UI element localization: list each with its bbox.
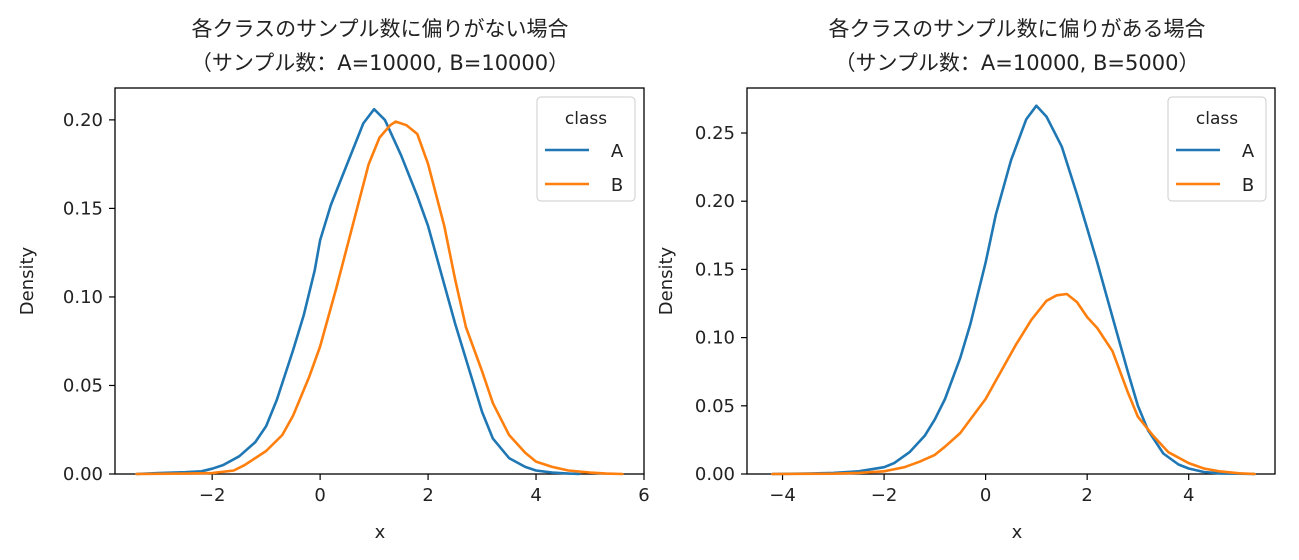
chart-panel-2: 各クラスのサンプル数に偏りがある場合 （サンプル数：A=10000, B=5000…	[656, 17, 1276, 543]
chart-subtitle: （サンプル数：A=10000, B=10000）	[191, 51, 569, 75]
chart-panel-1: 各クラスのサンプル数に偏りがない場合 （サンプル数：A=10000, B=1000…	[17, 17, 650, 543]
legend-label-a: A	[611, 141, 624, 162]
y-tick-label: 0.00	[63, 464, 103, 485]
y-tick-label: 0.25	[695, 123, 735, 144]
x-tick-label: 0	[980, 485, 991, 506]
series-line-b	[771, 292, 1256, 476]
chart-title: 各クラスのサンプル数に偏りがない場合	[192, 17, 569, 41]
x-axis-label: x	[375, 522, 386, 543]
legend-label-b: B	[1242, 175, 1254, 196]
y-tick-label: 0.15	[63, 198, 103, 219]
x-axis-label: x	[1012, 522, 1023, 543]
x-tick-label: 2	[1081, 485, 1092, 506]
y-tick-label: 0.20	[695, 191, 735, 212]
x-tick-label: 6	[638, 485, 649, 506]
x-tick-label: 4	[530, 485, 541, 506]
series-line-a	[771, 104, 1256, 476]
legend-title: class	[565, 109, 607, 129]
chart-subtitle: （サンプル数：A=10000, B=5000）	[835, 51, 1200, 75]
y-axis-label: Density	[17, 246, 38, 315]
x-tick-label: 4	[1183, 485, 1194, 506]
plot-area-frame	[746, 87, 1276, 475]
y-tick-label: 0.20	[63, 110, 103, 131]
y-tick-label: 0.10	[63, 287, 103, 308]
legend-label-b: B	[611, 175, 623, 196]
chart-title: 各クラスのサンプル数に偏りがある場合	[829, 17, 1206, 41]
x-tick-label: 2	[422, 485, 433, 506]
x-tick-label: 0	[314, 485, 325, 506]
y-tick-label: 0.10	[695, 328, 735, 349]
y-tick-label: 0.15	[695, 259, 735, 280]
y-tick-label: 0.05	[695, 396, 735, 417]
x-tick-label: −2	[871, 485, 898, 506]
legend-label-a: A	[1242, 141, 1255, 162]
y-tick-label: 0.00	[695, 464, 735, 485]
series-line-b	[135, 120, 624, 476]
y-tick-label: 0.05	[63, 375, 103, 396]
series-line-a	[135, 107, 581, 476]
x-tick-label: −2	[199, 485, 226, 506]
x-tick-label: −4	[769, 485, 796, 506]
plot-area-frame	[114, 87, 645, 475]
legend-title: class	[1196, 109, 1238, 129]
y-axis-label: Density	[656, 246, 677, 315]
